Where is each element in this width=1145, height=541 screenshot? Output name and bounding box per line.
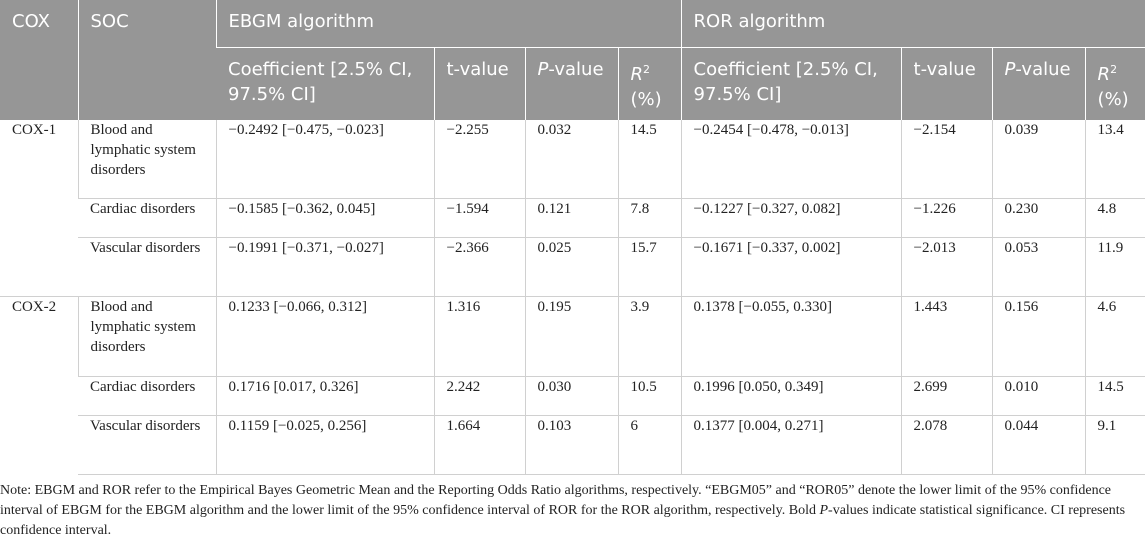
header-ror-p-value: P-value	[991, 46, 1086, 120]
ebgm-coefficient-cell: −0.2492 [−0.475, −0.023]	[215, 120, 434, 198]
ror-p-value-cell: 0.230	[991, 197, 1086, 237]
ebgm-r2-cell: 15.7	[617, 236, 682, 296]
soc-cell: Cardiac disorders	[78, 375, 216, 415]
header-ebgm-p-value: P-value	[524, 46, 618, 120]
ebgm-coefficient-cell: 0.1716 [0.017, 0.326]	[215, 375, 434, 415]
ror-p-value-cell: 0.039	[991, 120, 1086, 198]
ebgm-t-value-cell: −2.255	[433, 120, 525, 198]
ebgm-r2-cell: 6	[617, 414, 682, 475]
ror-t-value-cell: −1.226	[900, 197, 993, 237]
ror-p-value-cell: 0.044	[991, 414, 1086, 475]
ror-r2-cell: 13.4	[1084, 120, 1145, 198]
soc-cell: Vascular disorders	[78, 236, 216, 296]
table-row: COX-1 Blood and lymphatic system disorde…	[0, 120, 1145, 198]
header-ror-r2: R2 (%)	[1084, 46, 1145, 120]
header-soc: SOC	[77, 0, 216, 120]
ror-t-value-cell: 2.078	[900, 414, 993, 475]
header-ebgm-r2: R2 (%)	[617, 46, 682, 120]
ebgm-coefficient-cell: 0.1159 [−0.025, 0.256]	[215, 414, 434, 475]
ror-coefficient-cell: 0.1378 [−0.055, 0.330]	[680, 295, 902, 376]
ebgm-coefficient-cell: 0.1233 [−0.066, 0.312]	[215, 295, 434, 376]
ror-r2-cell: 14.5	[1084, 375, 1145, 415]
cox-label: COX-1	[12, 122, 57, 138]
ror-t-value-cell: −2.013	[900, 236, 993, 296]
ror-p-value-cell: 0.010	[991, 375, 1086, 415]
soc-cell: Cardiac disorders	[78, 197, 216, 237]
ror-coefficient-cell: −0.1671 [−0.337, 0.002]	[680, 236, 902, 296]
ebgm-r2-cell: 7.8	[617, 197, 682, 237]
ebgm-r2-cell: 14.5	[617, 120, 682, 198]
table-row: Vascular disorders 0.1159 [−0.025, 0.256…	[0, 414, 1145, 475]
ror-p-value-cell: 0.053	[991, 236, 1086, 296]
ror-r2-cell: 4.6	[1084, 295, 1145, 376]
table-row: Vascular disorders −0.1991 [−0.371, −0.0…	[0, 236, 1145, 296]
results-table: COX SOC EBGM algorithm ROR algorithm Coe…	[0, 0, 1145, 475]
ror-t-value-cell: 2.699	[900, 375, 993, 415]
ror-coefficient-cell: −0.2454 [−0.478, −0.013]	[680, 120, 902, 198]
ebgm-t-value-cell: −1.594	[433, 197, 525, 237]
ebgm-p-value-cell: 0.121	[524, 197, 618, 237]
header-cox: COX	[0, 0, 78, 120]
ror-t-value-cell: 1.443	[900, 295, 993, 376]
ror-r2-cell: 4.8	[1084, 197, 1145, 237]
ebgm-p-value-cell: 0.195	[524, 295, 618, 376]
header-ror-algorithm: ROR algorithm	[680, 0, 1145, 47]
ebgm-t-value-cell: 1.316	[433, 295, 525, 376]
table-row: Cardiac disorders −0.1585 [−0.362, 0.045…	[0, 197, 1145, 237]
ror-coefficient-cell: 0.1996 [0.050, 0.349]	[680, 375, 902, 415]
header-ebgm-algorithm: EBGM algorithm	[215, 0, 682, 47]
soc-cell: Blood and lymphatic system disorders	[77, 295, 216, 376]
soc-cell: Vascular disorders	[78, 414, 216, 475]
ebgm-coefficient-cell: −0.1585 [−0.362, 0.045]	[215, 197, 434, 237]
header-ror-coefficient: Coefficient [2.5% CI, 97.5% CI]	[680, 46, 902, 120]
ror-coefficient-cell: −0.1227 [−0.327, 0.082]	[680, 197, 902, 237]
ebgm-p-value-cell: 0.030	[524, 375, 618, 415]
ebgm-r2-cell: 10.5	[617, 375, 682, 415]
table-row: Cardiac disorders 0.1716 [0.017, 0.326] …	[0, 375, 1145, 415]
ebgm-p-value-cell: 0.032	[524, 120, 618, 198]
ror-t-value-cell: −2.154	[900, 120, 993, 198]
ror-r2-cell: 9.1	[1084, 414, 1145, 475]
ebgm-r2-cell: 3.9	[617, 295, 682, 376]
ebgm-p-value-cell: 0.103	[524, 414, 618, 475]
header-ebgm-coefficient: Coefficient [2.5% CI, 97.5% CI]	[216, 46, 434, 120]
header-ror-t-value: t-value	[900, 46, 993, 120]
table-footnote: Note: EBGM and ROR refer to the Empirica…	[0, 483, 1126, 538]
ror-p-value-cell: 0.156	[991, 295, 1086, 376]
table-row: COX-2 Blood and lymphatic system disorde…	[0, 295, 1145, 474]
cox-label: COX-2	[0, 295, 78, 474]
soc-cell: Blood and lymphatic system disorders	[77, 120, 216, 198]
header-ebgm-t-value: t-value	[433, 46, 525, 120]
ror-r2-cell: 11.9	[1084, 236, 1145, 296]
ror-coefficient-cell: 0.1377 [0.004, 0.271]	[680, 414, 902, 475]
ebgm-coefficient-cell: −0.1991 [−0.371, −0.027]	[215, 236, 434, 296]
ebgm-p-value-cell: 0.025	[524, 236, 618, 296]
ebgm-t-value-cell: 1.664	[433, 414, 525, 475]
ebgm-t-value-cell: −2.366	[433, 236, 525, 296]
ebgm-t-value-cell: 2.242	[433, 375, 525, 415]
